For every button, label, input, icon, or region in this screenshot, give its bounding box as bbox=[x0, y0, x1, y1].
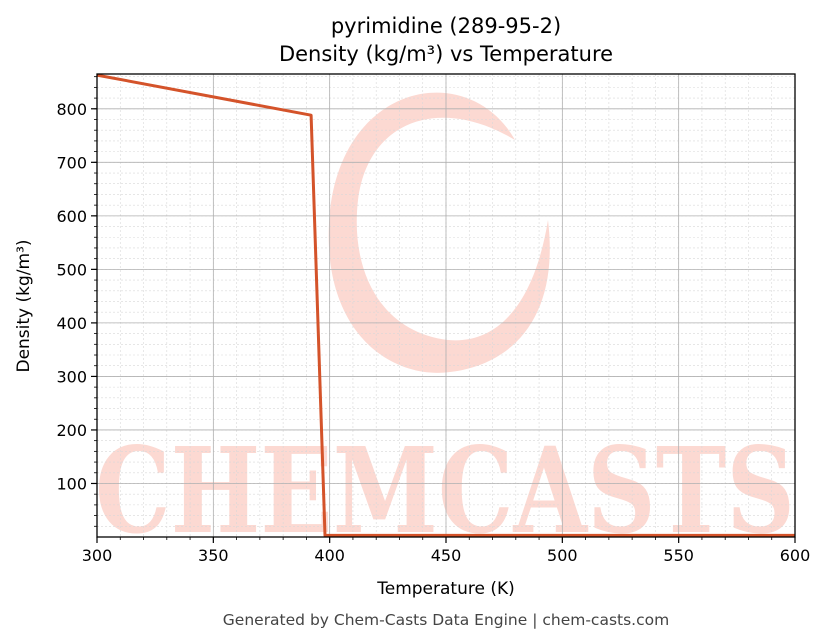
watermark-text: CHEMCASTS bbox=[95, 421, 795, 560]
y-tick-label: 100 bbox=[56, 474, 87, 493]
chart-title: pyrimidine (289-95-2) bbox=[331, 14, 561, 38]
axis-ticks bbox=[91, 76, 796, 543]
y-tick-label: 800 bbox=[56, 100, 87, 119]
x-tick-label: 400 bbox=[314, 546, 345, 565]
x-tick-label: 500 bbox=[547, 546, 578, 565]
y-tick-label: 200 bbox=[56, 421, 87, 440]
x-tick-label: 300 bbox=[82, 546, 113, 565]
watermark: CHEMCASTS bbox=[95, 92, 795, 560]
chart-subtitle: Density (kg/m³) vs Temperature bbox=[279, 42, 613, 66]
y-tick-labels: 100 200 300 400 500 600 700 800 bbox=[56, 100, 87, 494]
x-tick-label: 550 bbox=[663, 546, 694, 565]
x-axis-label: Temperature (K) bbox=[376, 579, 515, 599]
y-tick-label: 500 bbox=[56, 260, 87, 279]
x-tick-label: 450 bbox=[431, 546, 462, 565]
series-layer bbox=[96, 73, 795, 537]
x-tick-label: 350 bbox=[198, 546, 229, 565]
series-line-0 bbox=[96, 73, 795, 537]
y-axis-label: Density (kg/m³) bbox=[14, 239, 34, 372]
x-tick-label: 600 bbox=[780, 546, 811, 565]
footer-credit: Generated by Chem-Casts Data Engine | ch… bbox=[223, 611, 669, 629]
y-tick-label: 700 bbox=[56, 153, 87, 172]
x-tick-labels: 300 350 400 450 500 550 600 bbox=[82, 546, 811, 565]
y-tick-label: 400 bbox=[56, 314, 87, 333]
y-tick-label: 600 bbox=[56, 207, 87, 226]
watermark-logo-arc bbox=[328, 92, 550, 373]
y-tick-label: 300 bbox=[56, 367, 87, 386]
